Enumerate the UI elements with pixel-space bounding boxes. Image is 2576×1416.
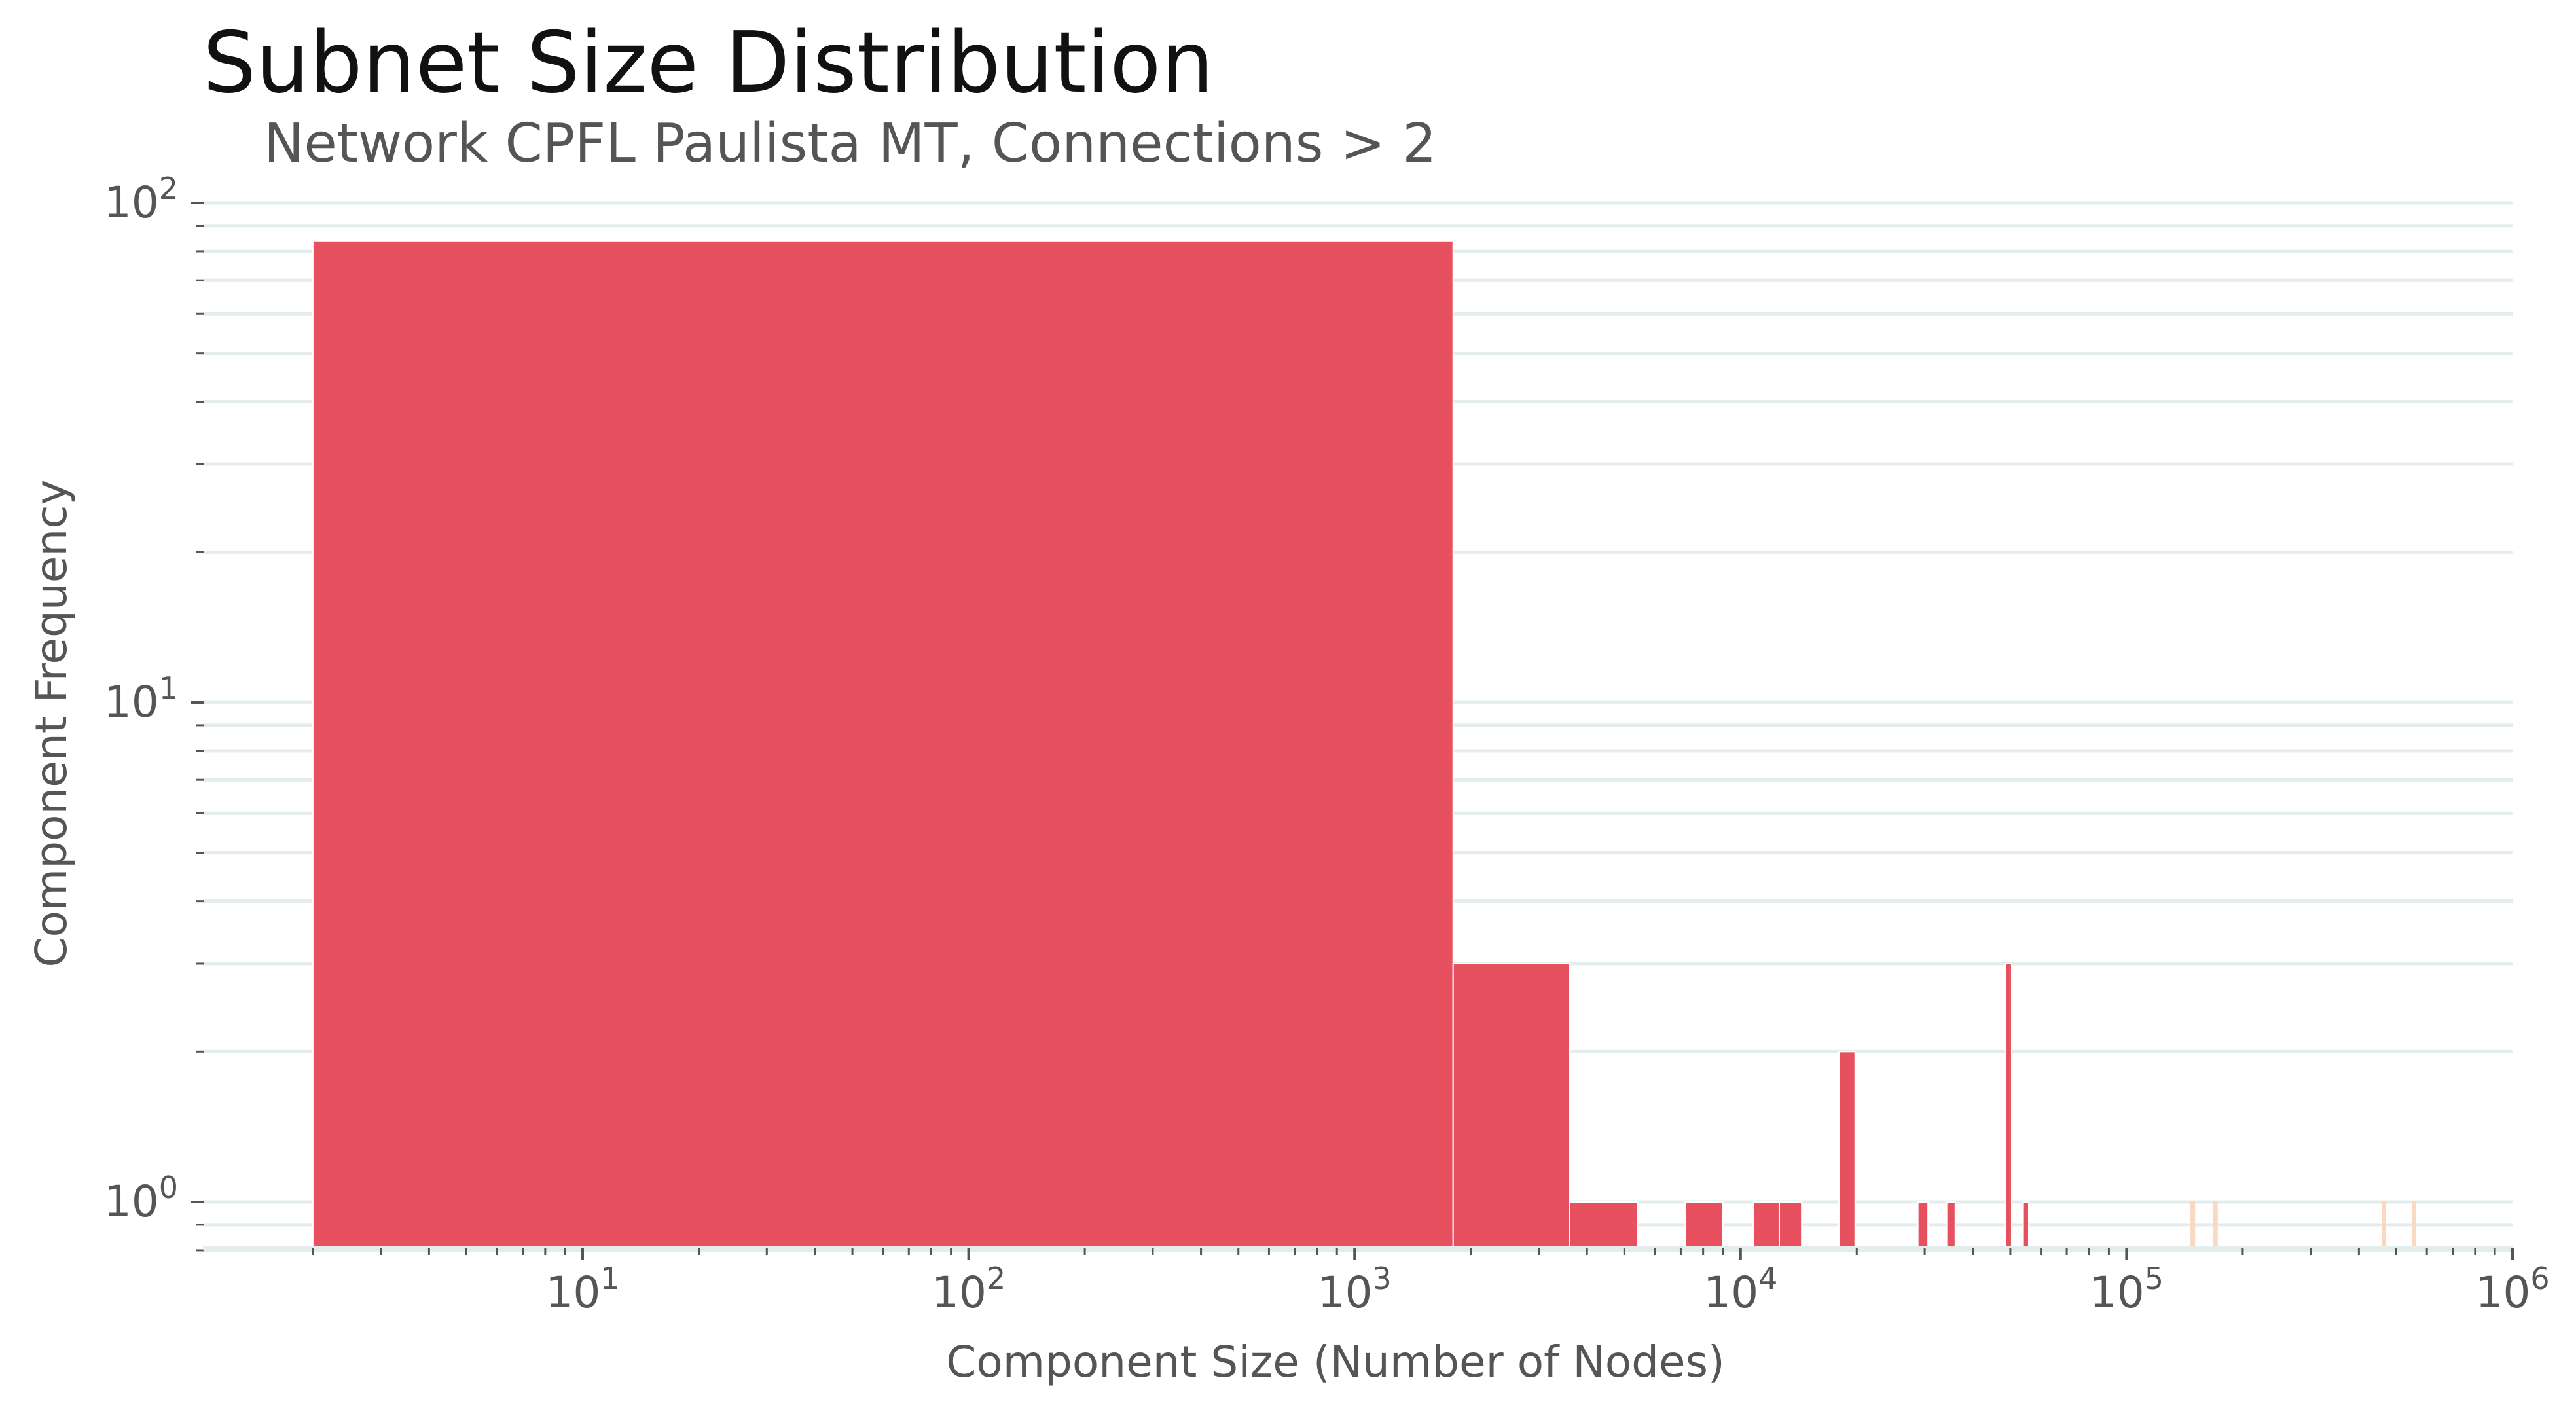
y-tick-label: 101 — [104, 670, 178, 727]
histogram-bar — [1684, 1201, 1724, 1248]
x-tick-label: 105 — [2090, 1261, 2164, 1318]
x-tick-label: 106 — [2475, 1261, 2549, 1318]
histogram-bar — [1778, 1201, 1803, 1248]
histogram-bar — [1838, 1051, 1856, 1248]
histogram-bar — [2005, 962, 2012, 1249]
histogram-bar — [1569, 1201, 1639, 1248]
y-tick-label: 100 — [104, 1170, 178, 1227]
chart-title: Subnet Size Distribution — [203, 14, 1214, 112]
histogram-bar — [1752, 1201, 1780, 1248]
histogram-bar-faint — [2382, 1201, 2386, 1249]
x-tick-label: 102 — [932, 1261, 1006, 1318]
histogram-bar — [1917, 1201, 1929, 1248]
histogram-bar — [2022, 1201, 2030, 1248]
histogram-bar-faint — [2213, 1201, 2218, 1249]
histogram-bar — [1452, 962, 1570, 1249]
x-tick-label: 103 — [1318, 1261, 1392, 1318]
histogram-bar-faint — [2412, 1201, 2416, 1249]
histogram-bar — [312, 240, 1454, 1248]
axes: 101 102 103 104 105 106 100 101 102 — [104, 171, 2550, 1318]
chart-subtitle: Network CPFL Paulista MT, Connections > … — [264, 113, 1437, 175]
y-tick-label: 102 — [104, 171, 178, 228]
y-axis-label: Component Frequency — [26, 479, 77, 967]
x-axis-label: Component Size (Number of Nodes) — [946, 1337, 1724, 1387]
histogram-bar-faint — [2190, 1201, 2196, 1249]
x-tick-label: 104 — [1703, 1261, 1777, 1318]
x-tick-label: 101 — [545, 1261, 619, 1318]
histogram-bars — [312, 240, 2416, 1249]
histogram-bar — [1946, 1201, 1956, 1248]
